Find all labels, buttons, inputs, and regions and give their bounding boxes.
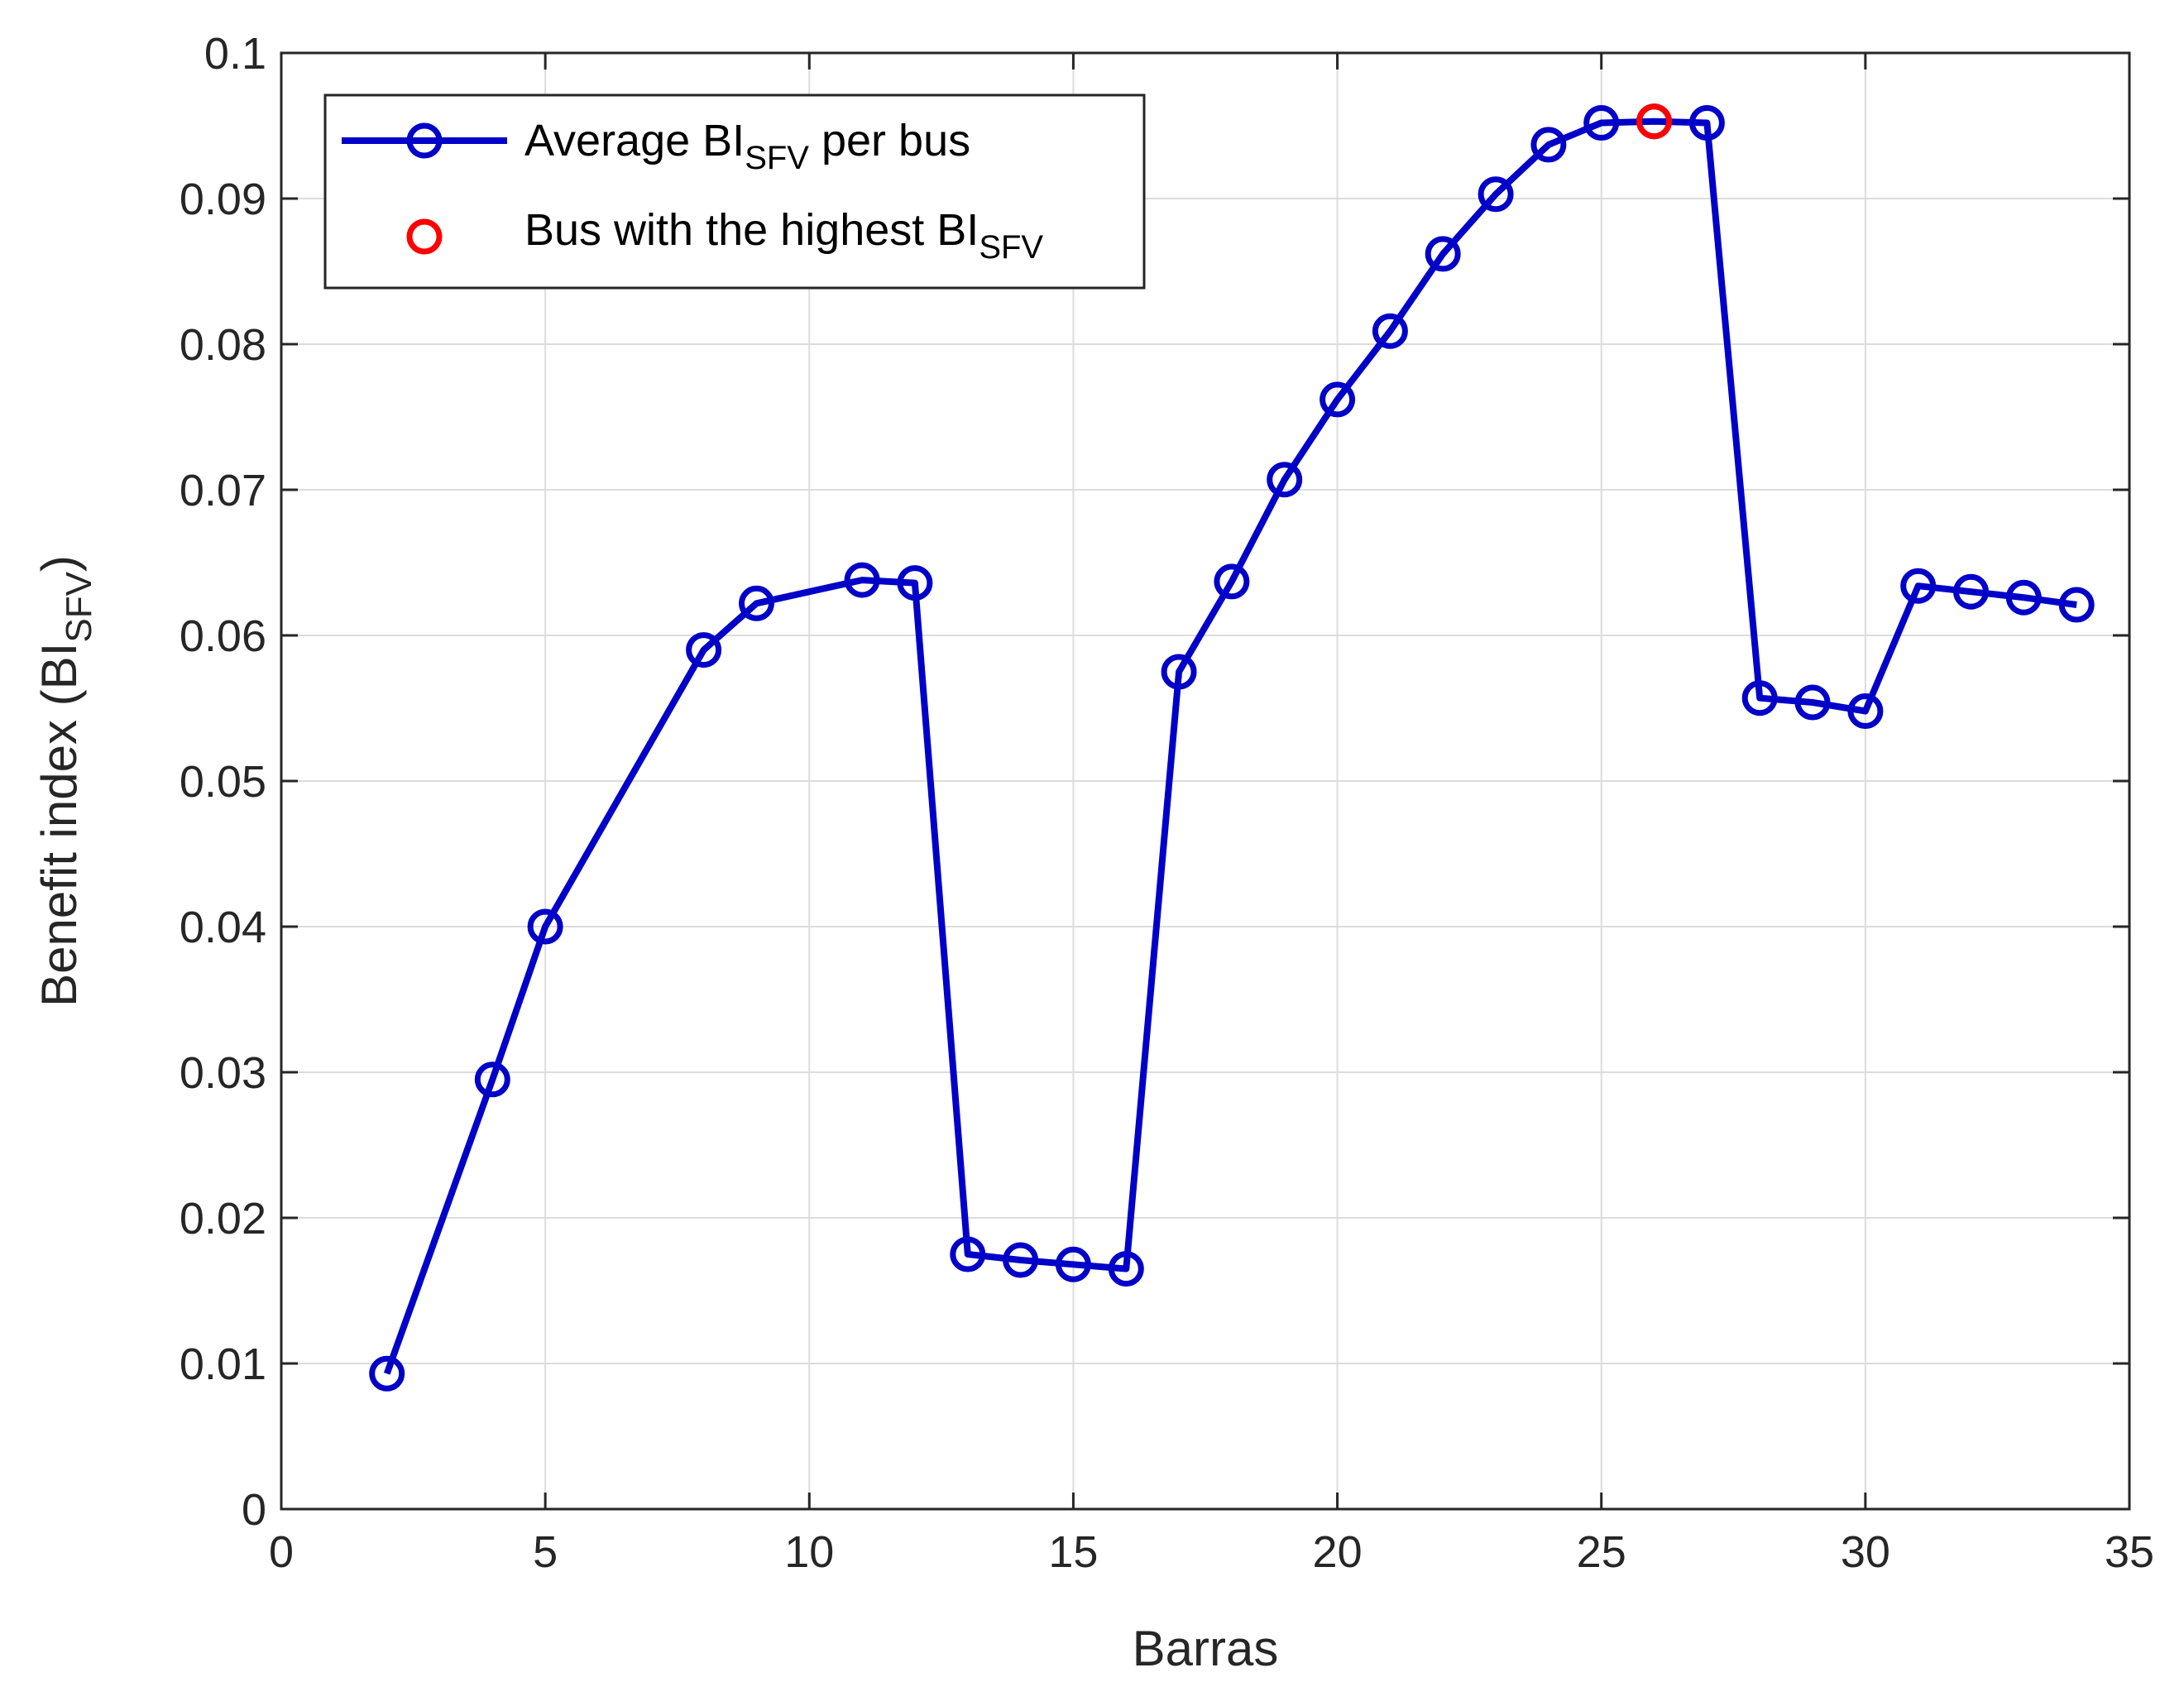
- y-axis-label-subscript: SFV: [59, 571, 99, 642]
- data-point-marker: [1214, 563, 1250, 600]
- series-line: [383, 117, 2077, 1375]
- data-point-marker: [686, 632, 722, 668]
- data-point-marker: [369, 1355, 405, 1392]
- series-1: [1636, 103, 1672, 140]
- data-point-marker: [1108, 1251, 1144, 1287]
- data-point-marker: [897, 565, 933, 601]
- data-point-marker: [950, 1236, 986, 1272]
- y-tick-label: 0.04: [180, 903, 266, 952]
- data-point-marker: [1267, 462, 1303, 498]
- grid: [281, 53, 2129, 1509]
- x-axis-tick-labels: 0 5 10 15 20 25 30 35: [269, 1527, 2154, 1577]
- legend: Average BISFV per bus Bus with the highe…: [323, 93, 1146, 290]
- y-tick-label: 0.06: [180, 611, 266, 661]
- y-axis-label-close: ): [31, 555, 87, 572]
- data-point-marker: [474, 1061, 510, 1098]
- x-axis-label: Barras: [1133, 1621, 1279, 1676]
- data-point-marker: [1425, 236, 1461, 272]
- axis-ticks: [280, 51, 2131, 1511]
- y-tick-label: 0.08: [180, 320, 266, 370]
- y-tick-label: 0.01: [180, 1339, 266, 1389]
- data-point-marker: [1741, 680, 1778, 716]
- data-point-marker: [1003, 1242, 1039, 1278]
- series-0: [369, 103, 2095, 1392]
- y-tick-label: 0: [242, 1485, 266, 1535]
- data-point-marker: [2005, 579, 2042, 616]
- y-tick-label: 0.02: [180, 1194, 266, 1244]
- legend-label-average-after: per bus: [809, 116, 970, 165]
- x-tick-label: 10: [784, 1527, 834, 1577]
- legend-marker-swatch-average: [406, 122, 443, 159]
- legend-box: [323, 93, 1146, 290]
- data-point-marker: [527, 908, 563, 945]
- legend-marker-swatch-highest: [406, 218, 443, 255]
- legend-label-highest-main: Bus with the highest BI: [524, 205, 979, 255]
- x-tick-label: 15: [1048, 1527, 1098, 1577]
- y-tick-label: 0.05: [180, 757, 266, 807]
- series-layer: [369, 103, 2095, 1392]
- legend-entry-average: Average BISFV per bus: [342, 116, 970, 176]
- legend-entry-highest: Bus with the highest BISFV: [406, 205, 1043, 266]
- legend-label-highest: Bus with the highest BISFV: [524, 205, 1043, 266]
- y-tick-label: 0.07: [180, 466, 266, 515]
- y-tick-label: 0.03: [180, 1048, 266, 1098]
- data-point-marker: [1530, 127, 1567, 163]
- data-point-marker: [1953, 573, 1989, 610]
- legend-label-average-subscript: SFV: [745, 140, 809, 176]
- data-point-marker: [1320, 381, 1356, 418]
- legend-label-average: Average BISFV per bus: [524, 116, 970, 176]
- y-axis-label: Benefit index (BISFV): [31, 555, 99, 1007]
- data-point-marker: [1688, 105, 1725, 141]
- data-point-marker: [1478, 176, 1514, 213]
- data-point-marker: [1583, 105, 1620, 141]
- legend-label-highest-subscript: SFV: [979, 229, 1043, 266]
- data-point-marker: [1847, 693, 1884, 729]
- data-point-marker: [1161, 654, 1197, 690]
- y-tick-label: 0.09: [180, 175, 266, 224]
- x-tick-label: 5: [533, 1527, 558, 1577]
- data-point-marker: [844, 562, 880, 598]
- y-axis-label-main: Benefit index (BI: [31, 643, 87, 1007]
- y-tick-label: 0.1: [204, 29, 266, 79]
- data-point-marker: [1055, 1246, 1091, 1282]
- legend-label-average-main: Average BI: [524, 116, 745, 165]
- data-point-marker: [1794, 684, 1831, 721]
- data-point-marker: [1372, 313, 1408, 349]
- data-point-marker: [2058, 587, 2095, 623]
- y-axis-tick-labels: 0 0.01 0.02 0.03 0.04 0.05 0.06 0.07 0.08 0.09 0.1: [180, 29, 266, 1535]
- x-tick-label: 20: [1313, 1527, 1363, 1577]
- x-tick-label: 25: [1577, 1527, 1626, 1577]
- data-point-marker: [739, 585, 774, 621]
- x-tick-label: 30: [1841, 1527, 1890, 1577]
- highest-bus-marker: [1636, 103, 1672, 140]
- x-tick-label: 35: [2105, 1527, 2154, 1577]
- data-point-marker: [1900, 568, 1937, 604]
- x-tick-label: 0: [269, 1527, 294, 1577]
